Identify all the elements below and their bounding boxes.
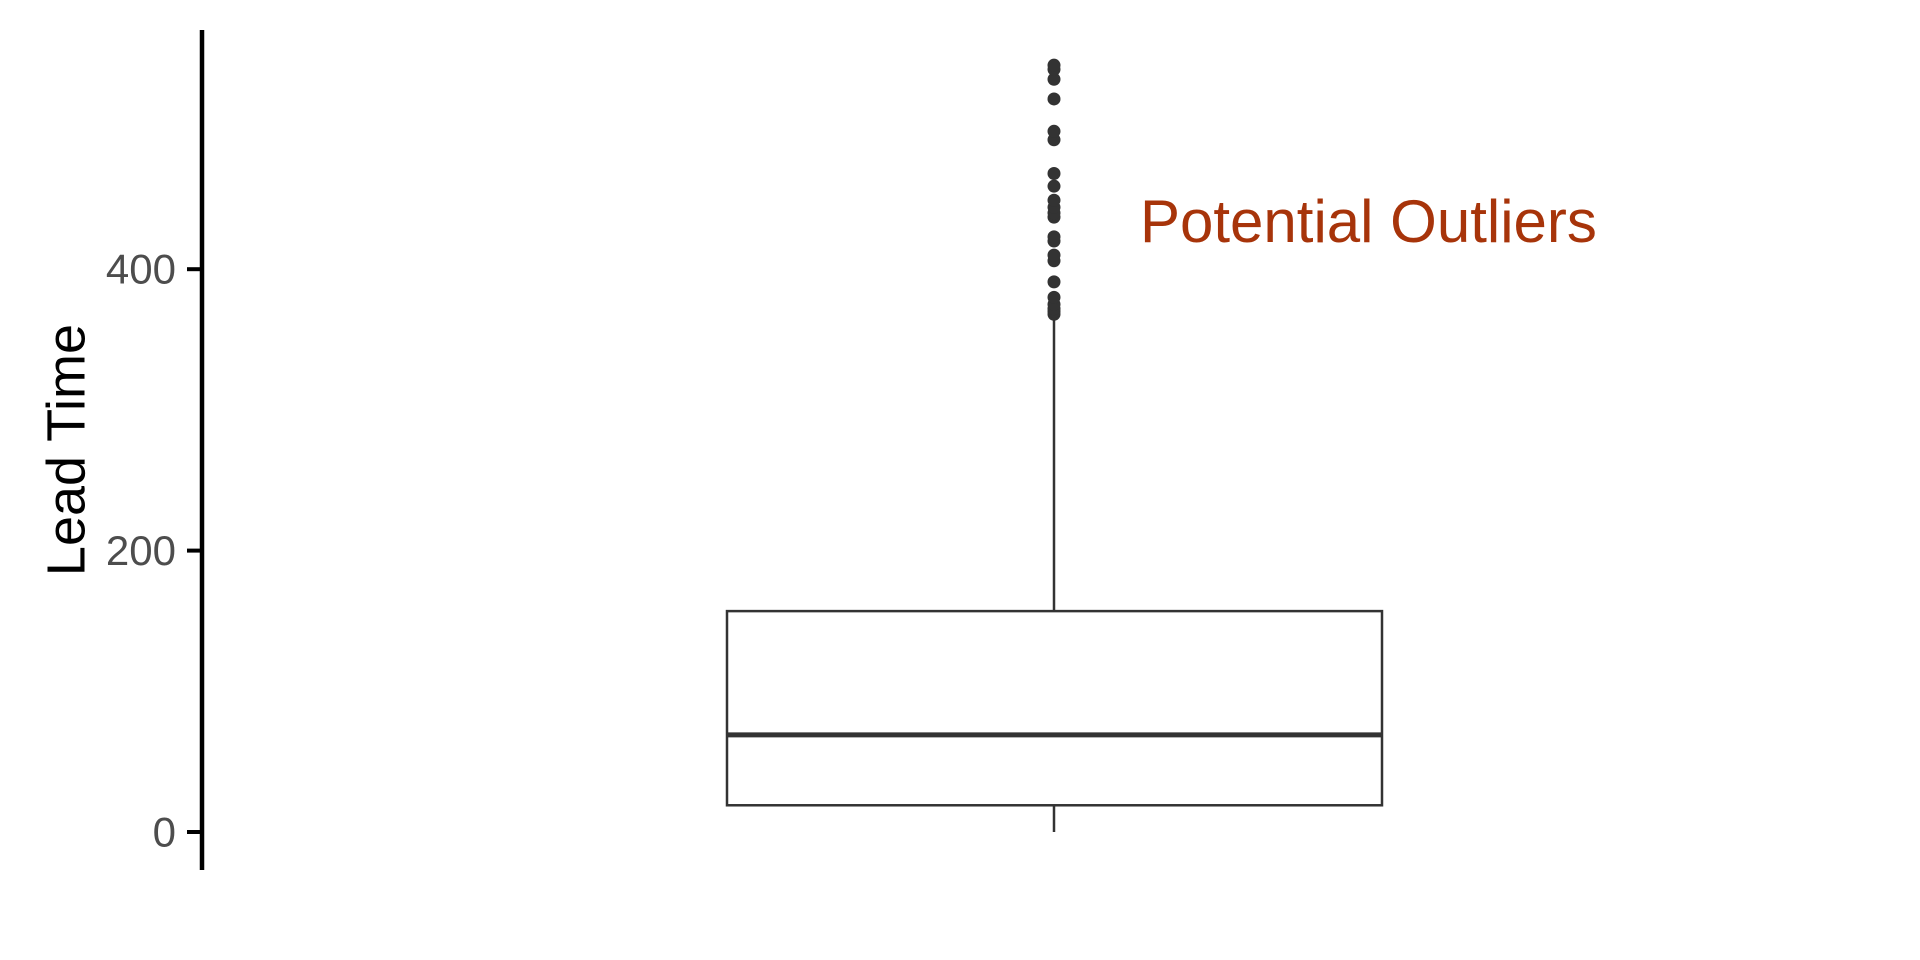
outlier-point bbox=[1047, 167, 1061, 181]
interquartile-box bbox=[725, 609, 1384, 807]
outlier-points bbox=[1047, 58, 1061, 321]
outlier-point bbox=[1047, 290, 1061, 304]
y-tick-label: 0 bbox=[153, 809, 176, 856]
outliers-annotation: Potential Outliers bbox=[1140, 188, 1597, 255]
y-axis-title: Lead Time bbox=[36, 324, 96, 576]
y-axis-ticks: 0 200 400 bbox=[106, 246, 202, 856]
outlier-point bbox=[1047, 92, 1061, 106]
outlier-point bbox=[1047, 124, 1061, 138]
outlier-point bbox=[1047, 58, 1061, 72]
y-tick-label: 200 bbox=[106, 527, 176, 574]
outlier-point bbox=[1047, 275, 1061, 289]
outlier-point bbox=[1047, 248, 1061, 262]
outlier-point bbox=[1047, 193, 1061, 207]
y-tick-label: 400 bbox=[106, 246, 176, 293]
box-plot bbox=[725, 58, 1384, 833]
outlier-point bbox=[1047, 179, 1061, 193]
outlier-point bbox=[1047, 230, 1061, 244]
outlier-point bbox=[1047, 72, 1061, 86]
